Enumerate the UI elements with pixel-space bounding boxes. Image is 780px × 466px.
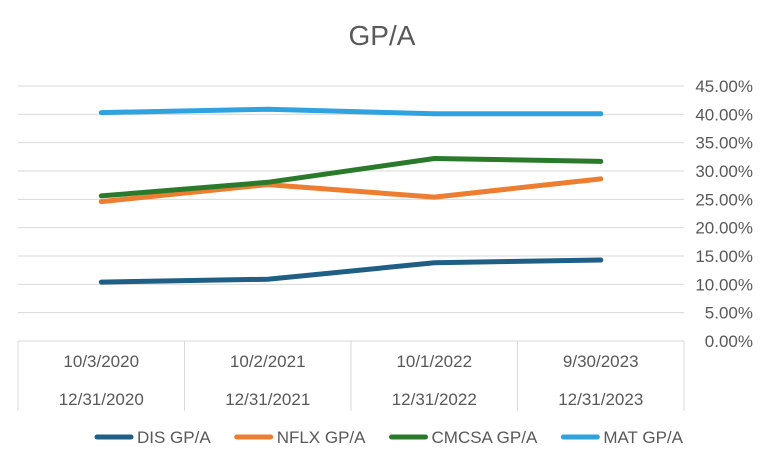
- x-tick-label-secondary: 12/31/2022: [392, 390, 477, 409]
- y-tick-label: 40.00%: [695, 105, 753, 124]
- y-tick-label: 0.00%: [705, 332, 753, 351]
- x-tick-label-secondary: 12/31/2023: [558, 390, 643, 409]
- y-tick-label: 20.00%: [695, 219, 753, 238]
- x-tick-label-primary: 10/1/2022: [396, 352, 472, 371]
- y-tick-label: 30.00%: [695, 162, 753, 181]
- y-tick-label: 25.00%: [695, 190, 753, 209]
- gridlines: [18, 85, 684, 342]
- y-tick-label: 35.00%: [695, 134, 753, 153]
- y-tick-label: 45.00%: [695, 77, 753, 96]
- y-tick-label: 10.00%: [695, 275, 753, 294]
- x-tick-label-primary: 10/3/2020: [63, 352, 139, 371]
- axes: 0.00% 5.00% 10.00% 15.00% 20.00% 25.00% 30.00%…: [17, 77, 753, 411]
- chart-title: GP/A: [349, 20, 416, 51]
- series-lines: [98, 106, 604, 285]
- legend-label-cmcsa-gp-a: CMCSA GP/A: [432, 428, 538, 447]
- x-tick-label-primary: 9/30/2023: [563, 352, 639, 371]
- legend-label-nflx-gp-a: NFLX GP/A: [277, 428, 366, 447]
- legend-label-mat-gp-a: MAT GP/A: [603, 428, 683, 447]
- series-line-nflx-gp-a: [98, 176, 604, 205]
- x-tick-label-secondary: 12/31/2020: [59, 390, 144, 409]
- series-line-cmcsa-gp-a: [98, 156, 604, 199]
- x-tick-label-secondary: 12/31/2021: [225, 390, 310, 409]
- legend: DIS GP/A NFLX GP/A CMCSA GP/A MAT GP/A: [94, 428, 684, 447]
- series-line-mat-gp-a: [98, 106, 604, 117]
- y-tick-label: 5.00%: [705, 304, 753, 323]
- series-line-dis-gp-a: [98, 257, 604, 285]
- y-tick-label: 15.00%: [695, 247, 753, 266]
- x-tick-label-primary: 10/2/2021: [230, 352, 306, 371]
- legend-label-dis-gp-a: DIS GP/A: [137, 428, 211, 447]
